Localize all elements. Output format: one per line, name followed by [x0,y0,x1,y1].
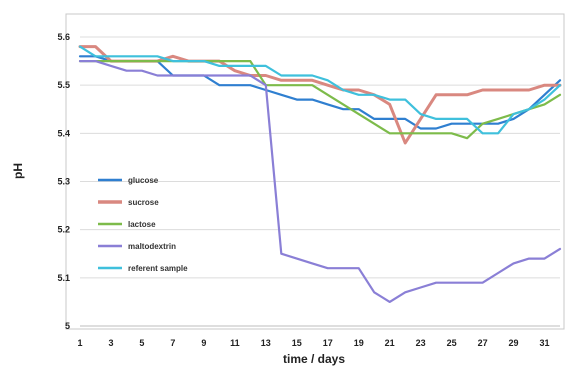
x-tick-label: 29 [509,338,519,348]
x-tick-label: 25 [447,338,457,348]
x-tick-label: 17 [323,338,333,348]
y-tick-label: 5.1 [57,273,70,283]
y-tick-label: 5.5 [57,80,70,90]
gridlines [80,36,560,279]
x-tick-label: 1 [77,338,82,348]
legend: glucose sucrose lactose maltodextrin referen… [98,176,188,273]
series-line-lactose [78,59,562,140]
x-axis-ticks: 1 3 5 7 9 11 13 15 17 19 21 23 25 27 29 31 [77,338,549,348]
x-tick-label: 15 [292,338,302,348]
x-tick-label: 19 [354,338,364,348]
x-tick-label: 23 [416,338,426,348]
x-tick-label: 31 [540,338,550,348]
plot-area-border [65,13,565,330]
x-tick-label: 27 [478,338,488,348]
legend-label: sucrose [128,198,159,207]
series-line-referent-sample [78,45,562,135]
legend-label: maltodextrin [128,242,176,251]
x-tick-label: 11 [230,338,240,348]
series-line-maltodextrin [78,59,562,303]
x-tick-label: 3 [108,338,113,348]
y-axis-ticks: 5 5.1 5.2 5.3 5.4 5.5 5.6 [57,32,70,331]
x-tick-label: 13 [261,338,271,348]
y-tick-label: 5.3 [57,177,70,187]
y-tick-label: 5 [65,321,70,331]
x-tick-label: 9 [201,338,206,348]
x-axis-title: time / days [283,352,345,366]
x-tick-label: 7 [170,338,175,348]
y-tick-label: 5.4 [57,128,70,138]
y-axis-title: pH [11,163,25,179]
series-line-glucose [78,55,562,130]
y-tick-label: 5.2 [57,225,70,235]
series-lines [78,45,562,303]
legend-label: lactose [128,220,156,229]
legend-label: referent sample [128,264,188,273]
x-tick-label: 5 [139,338,144,348]
x-tick-label: 21 [385,338,395,348]
legend-label: glucose [128,176,159,185]
y-tick-label: 5.6 [57,32,70,42]
